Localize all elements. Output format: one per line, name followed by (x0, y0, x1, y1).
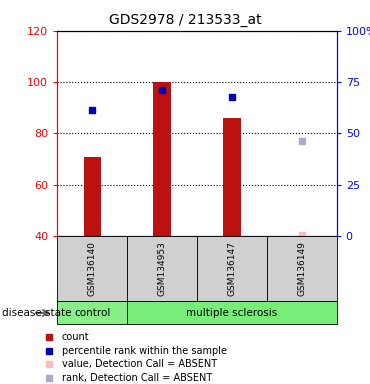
Bar (84, 157, 101, 236)
Text: disease state: disease state (2, 308, 71, 318)
Bar (57, 301, 127, 324)
Text: control: control (74, 308, 111, 318)
Bar (197, 236, 267, 301)
Text: GDS2978 / 213533_at: GDS2978 / 213533_at (109, 13, 261, 27)
Bar (127, 301, 337, 324)
Text: GSM136140: GSM136140 (88, 242, 97, 296)
Text: GSM136147: GSM136147 (228, 242, 236, 296)
Bar (154, 82, 171, 236)
Text: rank, Detection Call = ABSENT: rank, Detection Call = ABSENT (62, 373, 212, 383)
Text: count: count (62, 332, 90, 342)
Text: percentile rank within the sample: percentile rank within the sample (62, 346, 227, 356)
Text: multiple sclerosis: multiple sclerosis (186, 308, 278, 318)
Bar (223, 118, 240, 236)
Bar (267, 236, 337, 301)
Text: value, Detection Call = ABSENT: value, Detection Call = ABSENT (62, 359, 217, 369)
Bar (57, 236, 127, 301)
Bar (127, 236, 197, 301)
Text: GSM136149: GSM136149 (297, 242, 306, 296)
Text: GSM134953: GSM134953 (158, 242, 166, 296)
